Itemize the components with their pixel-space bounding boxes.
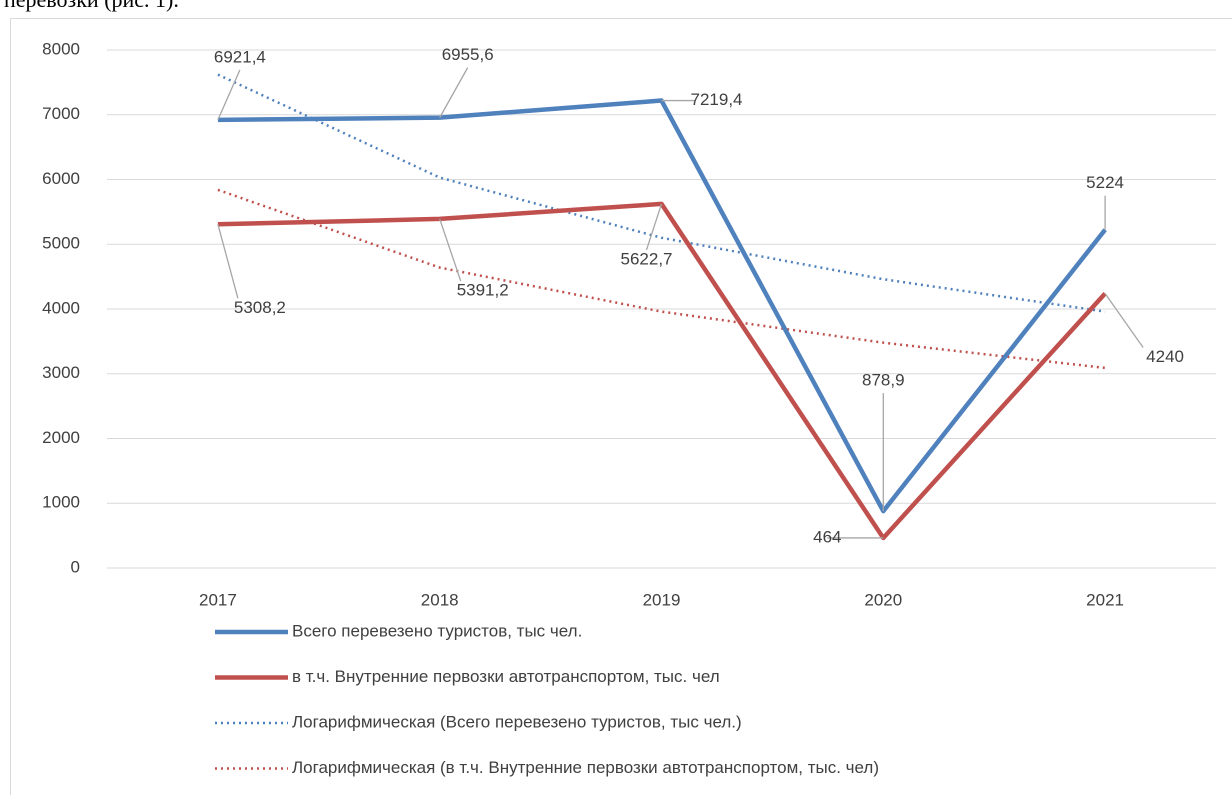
data-label: 5308,2 <box>234 298 286 317</box>
legend-label: Логарифмическая (Всего перевезено турист… <box>292 712 742 731</box>
data-label: 4240 <box>1146 347 1184 366</box>
leader-line <box>645 203 663 251</box>
x-tick-label: 2019 <box>643 590 681 609</box>
data-label: 5622,7 <box>621 249 673 268</box>
leader-line <box>217 69 241 121</box>
y-tick-label: 4000 <box>42 298 80 317</box>
y-tick-label: 1000 <box>42 493 80 512</box>
leader-line <box>217 224 239 299</box>
series-line <box>217 201 1107 541</box>
y-tick-label: 5000 <box>42 234 80 253</box>
leader-line <box>1104 293 1144 348</box>
x-tick-label: 2021 <box>1086 590 1124 609</box>
y-tick-label: 7000 <box>42 104 80 123</box>
data-label: 7219,4 <box>691 90 743 109</box>
legend-label: в т.ч. Внутренние первозки автотранспорт… <box>292 667 720 686</box>
legend-label: Всего перевезено туристов, тыс чел. <box>292 621 582 640</box>
series-line <box>217 98 1107 514</box>
y-tick-label: 3000 <box>42 363 80 382</box>
trend-line <box>217 188 1106 370</box>
data-label: 878,9 <box>862 371 905 390</box>
data-label: 6955,6 <box>442 45 494 64</box>
x-tick-label: 2018 <box>421 590 459 609</box>
leader-line <box>439 67 469 118</box>
data-label: 464 <box>813 527 841 546</box>
legend-label: Логарифмическая (в т.ч. Внутренние перво… <box>292 758 879 777</box>
x-tick-label: 2017 <box>199 590 237 609</box>
y-tick-label: 8000 <box>42 39 80 58</box>
y-tick-label: 2000 <box>42 428 80 447</box>
data-label: 5391,2 <box>457 280 509 299</box>
x-tick-label: 2020 <box>864 590 902 609</box>
data-label: 5224 <box>1086 173 1124 192</box>
data-label: 6921,4 <box>214 47 266 66</box>
context-text: перевозки (рис. 1). <box>4 0 179 12</box>
trend-line <box>217 73 1106 313</box>
y-tick-label: 0 <box>71 557 80 576</box>
leader-line <box>439 218 462 282</box>
y-tick-label: 6000 <box>42 169 80 188</box>
